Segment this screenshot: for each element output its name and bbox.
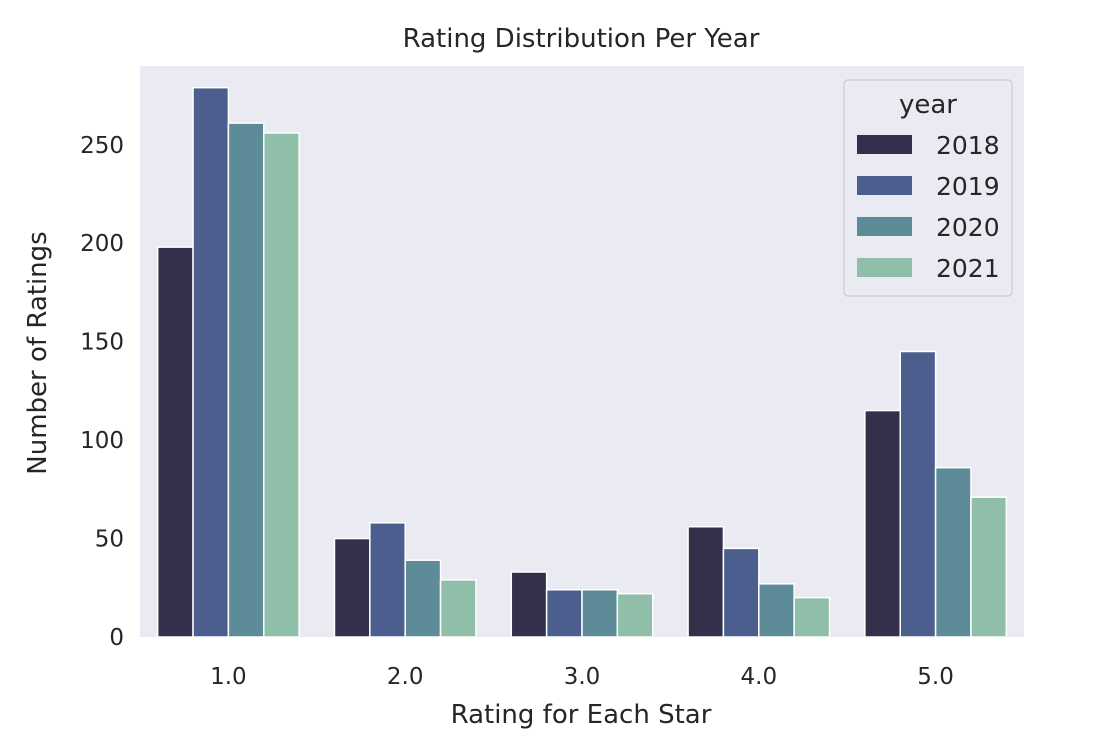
x-tick-label: 4.0 xyxy=(741,664,778,690)
bar-2020-3.0 xyxy=(581,588,619,638)
bar-2019-5.0 xyxy=(899,350,937,638)
legend-swatch-2018 xyxy=(857,135,912,154)
y-axis-label: Number of Ratings xyxy=(23,231,53,474)
bar-2019-1.0 xyxy=(192,86,230,638)
bar-2020-1.0 xyxy=(227,122,265,638)
legend-swatch-2019 xyxy=(857,176,912,195)
x-tick-label: 3.0 xyxy=(564,664,601,690)
bar-2018-2.0 xyxy=(333,537,371,638)
legend: year 2018 2019 2020 2021 xyxy=(843,79,1013,297)
x-tick-label: 5.0 xyxy=(917,664,954,690)
bar-2021-5.0 xyxy=(970,496,1008,638)
bar-2020-2.0 xyxy=(404,559,442,638)
bar-2019-4.0 xyxy=(722,547,760,638)
legend-box xyxy=(843,79,1013,297)
x-tick-label: 2.0 xyxy=(387,664,424,690)
x-tick-label: 1.0 xyxy=(210,664,247,690)
bar-2021-3.0 xyxy=(616,592,654,638)
x-axis-label: Rating for Each Star xyxy=(451,700,712,730)
legend-label-2020: 2020 xyxy=(936,213,1000,242)
bar-2018-1.0 xyxy=(156,246,194,638)
bar-2020-4.0 xyxy=(758,583,795,638)
bars-group xyxy=(156,86,1008,638)
y-tick-label: 150 xyxy=(80,330,124,356)
bar-2019-2.0 xyxy=(369,522,406,638)
y-tick-label: 250 xyxy=(80,133,124,159)
chart-title: Rating Distribution Per Year xyxy=(403,24,760,54)
bar-2018-3.0 xyxy=(510,571,548,638)
legend-label-2019: 2019 xyxy=(936,172,1000,201)
y-tick-label: 0 xyxy=(109,625,124,651)
bar-2021-2.0 xyxy=(439,579,477,638)
legend-swatch-2021 xyxy=(857,258,912,277)
bar-2019-3.0 xyxy=(545,588,583,638)
y-tick-label: 100 xyxy=(80,428,124,454)
bar-2018-4.0 xyxy=(687,525,725,638)
legend-title: year xyxy=(899,90,957,120)
bar-2018-5.0 xyxy=(864,409,901,638)
legend-label-2021: 2021 xyxy=(936,254,1000,283)
bar-2020-5.0 xyxy=(934,466,972,638)
y-tick-label: 200 xyxy=(80,231,124,257)
y-tick-label: 50 xyxy=(95,527,124,553)
bar-2021-1.0 xyxy=(263,132,300,638)
legend-swatch-2020 xyxy=(857,217,912,236)
legend-label-2018: 2018 xyxy=(936,131,1000,160)
x-axis: 1.0 2.0 3.0 4.0 5.0 xyxy=(210,664,954,690)
y-axis: 0 50 100 150 200 250 xyxy=(80,133,124,651)
bar-2021-4.0 xyxy=(793,596,831,638)
